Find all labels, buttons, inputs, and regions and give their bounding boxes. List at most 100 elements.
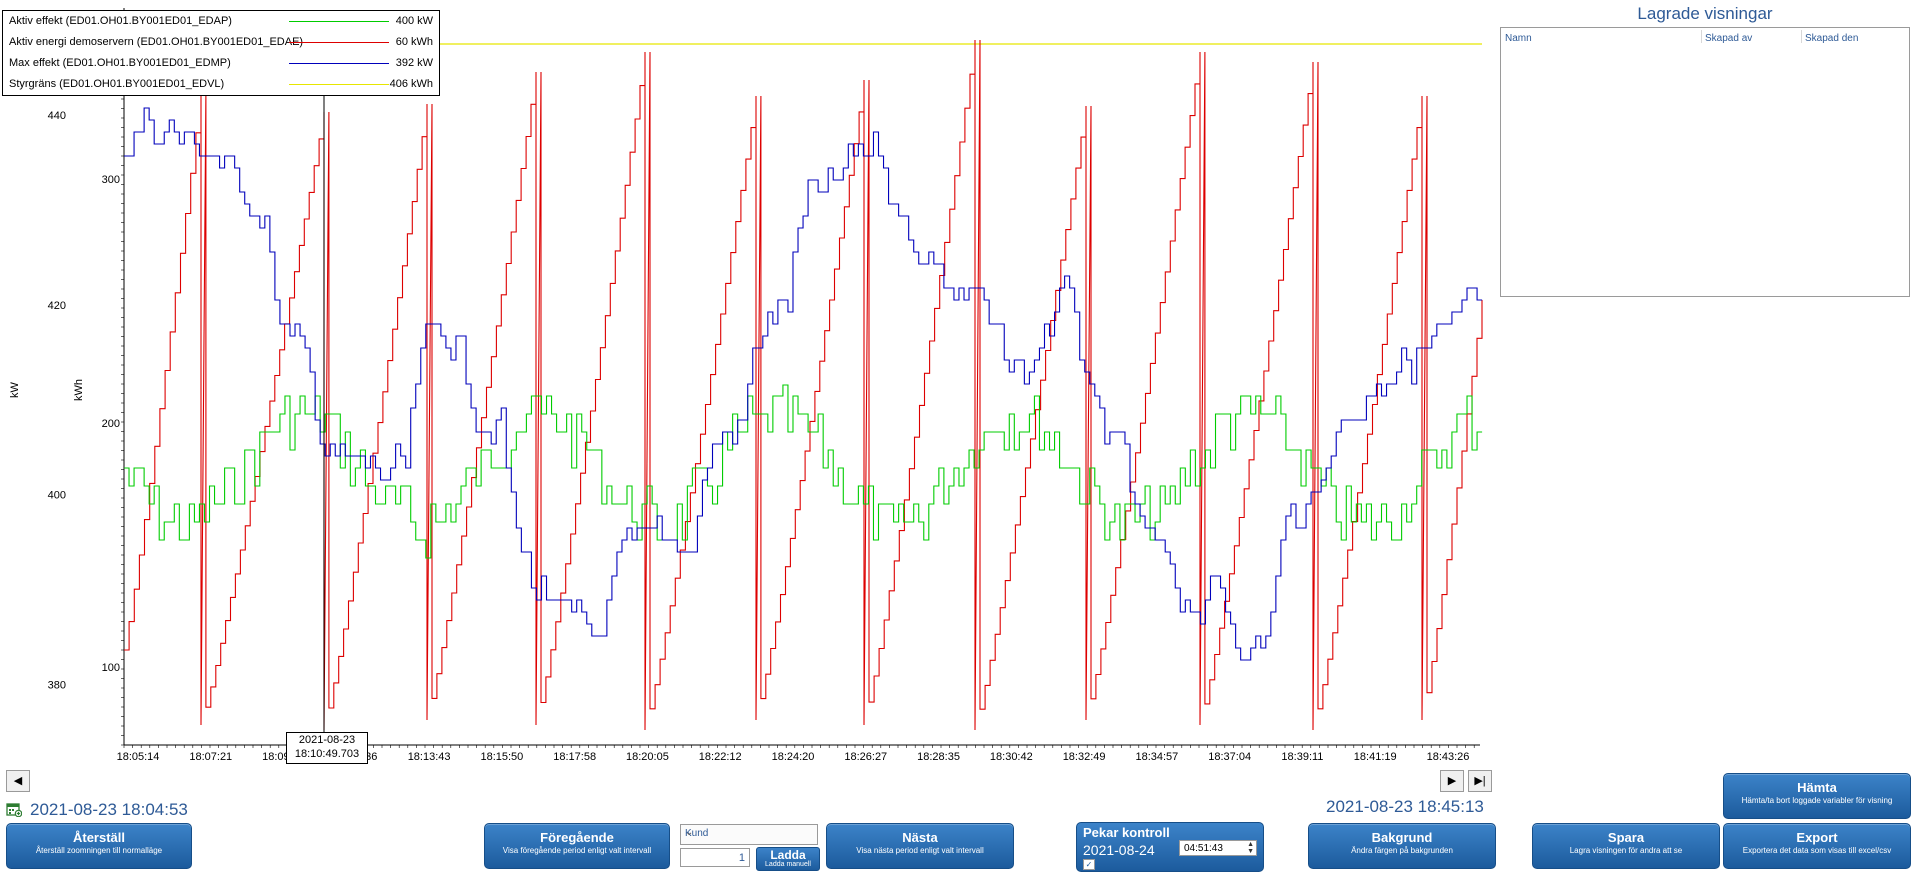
- interval-selected-value: Kund: [685, 828, 709, 839]
- scroll-right-button[interactable]: ▶: [1440, 770, 1464, 792]
- nasta-button[interactable]: Nästa Visa nästa period enligt valt inte…: [826, 823, 1014, 869]
- range-start-date: 2021-08-23 18:04:53: [30, 800, 188, 819]
- button-title: Hämta: [1797, 780, 1837, 795]
- legend-swatch: [289, 84, 389, 85]
- time-tick-label: 18:37:04: [1208, 751, 1251, 763]
- column-separator: [1801, 30, 1802, 43]
- button-subtitle: Lagra visningen för andra att se: [1569, 846, 1683, 855]
- column-skapad-den[interactable]: Skapad den: [1805, 33, 1859, 44]
- legend-name: Aktiv effekt (ED01.OH01.BY001ED01_EDAP): [9, 15, 232, 27]
- interval-count-input[interactable]: [680, 848, 750, 867]
- legend-item-aktiv-effekt: Aktiv effekt (ED01.OH01.BY001ED01_EDAP) …: [3, 11, 439, 32]
- column-namn[interactable]: Namn: [1505, 33, 1532, 44]
- pekar-date[interactable]: 2021-08-24: [1083, 842, 1155, 858]
- time-tick-label: 18:30:42: [990, 751, 1033, 763]
- button-title: Export: [1796, 830, 1838, 845]
- legend-item-max-effekt: Max effekt (ED01.OH01.BY001ED01_EDMP) 39…: [3, 53, 439, 74]
- bakgrund-button[interactable]: Bakgrund Ändra färgen på bakgrunden: [1308, 823, 1496, 869]
- kwh-tick-label: 300: [102, 174, 120, 186]
- arrow-right-icon: ▶: [1447, 775, 1457, 787]
- time-tick-label: 18:32:49: [1063, 751, 1106, 763]
- scroll-end-button[interactable]: ▶|: [1468, 770, 1492, 792]
- time-tick-label: 18:34:57: [1135, 751, 1178, 763]
- hamta-button[interactable]: Hämta Hämta/ta bort loggade variabler fö…: [1723, 773, 1911, 819]
- kw-tick-labels: 380 400 420 440: [48, 110, 66, 691]
- ladda-button[interactable]: Ladda Ladda manuell: [756, 847, 820, 871]
- time-tick-label: 18:39:11: [1281, 751, 1323, 763]
- kwh-tick-label: 200: [102, 418, 120, 430]
- legend-value: 400 kW: [395, 15, 433, 27]
- cursor-tooltip: 2021-08-23 18:10:49.703: [286, 732, 368, 764]
- series-max-effekt: [124, 107, 1483, 661]
- time-tick-label: 18:24:20: [772, 751, 815, 763]
- button-subtitle: Visa föregående period enligt valt inter…: [502, 846, 652, 855]
- time-tick-label: 18:26:27: [844, 751, 887, 763]
- legend-swatch: [289, 63, 389, 64]
- pekar-time-value: 04:51:43: [1184, 843, 1223, 854]
- button-title: Ladda: [770, 848, 806, 862]
- axis-label-kwh: kWh: [73, 379, 85, 401]
- button-title: Återställ: [72, 830, 126, 845]
- foregaende-button[interactable]: Föregående Visa föregående period enligt…: [484, 823, 670, 869]
- cursor-date: 2021-08-23: [298, 734, 356, 746]
- time-tick-label: 18:07:21: [189, 751, 232, 763]
- scroll-left-button[interactable]: ◀: [6, 770, 30, 792]
- kw-tick-label: 420: [48, 300, 66, 312]
- time-tick-label: 18:15:50: [480, 751, 523, 763]
- kw-tick-label: 400: [48, 490, 66, 502]
- pekar-time-input[interactable]: 04:51:43 ▲ ▼: [1179, 840, 1257, 856]
- column-separator: [1701, 30, 1702, 43]
- chevron-down-icon: ⌄: [685, 827, 694, 838]
- time-tick-label: 18:20:05: [626, 751, 669, 763]
- legend-value: 406 kWh: [389, 78, 433, 90]
- legend-value: 60 kWh: [395, 36, 433, 48]
- arrow-left-icon: ◀: [13, 775, 23, 787]
- kwh-tick-label: 100: [102, 662, 120, 674]
- aterstall-button[interactable]: Återställ Återställ zoomningen till norm…: [6, 823, 192, 869]
- interval-select[interactable]: Kund ⌄: [680, 824, 818, 845]
- time-tick-label: 18:41:19: [1354, 751, 1397, 763]
- column-skapad-av[interactable]: Skapad av: [1705, 33, 1753, 44]
- spinner-icon[interactable]: ▲ ▼: [1247, 841, 1254, 855]
- legend-swatch: [289, 42, 389, 43]
- calendar-icon: [6, 803, 22, 817]
- pekar-checkbox[interactable]: ✓: [1083, 859, 1095, 870]
- button-subtitle: Ändra färgen på bakgrunden: [1351, 846, 1453, 855]
- cursor-time: 18:10:49.703: [294, 748, 360, 760]
- button-title: Nästa: [902, 830, 938, 845]
- time-tick-label: 18:22:12: [699, 751, 742, 763]
- button-subtitle: Ladda manuell: [765, 861, 811, 868]
- button-subtitle: Exportera det data som visas till excel/…: [1742, 846, 1892, 855]
- pekar-title: Pekar kontroll: [1083, 825, 1170, 840]
- saved-views-list[interactable]: Namn Skapad av Skapad den: [1500, 27, 1910, 297]
- spara-button[interactable]: Spara Lagra visningen för andra att se: [1532, 823, 1720, 869]
- legend-value: 392 kW: [395, 57, 433, 69]
- axis-label-kw: kW: [9, 381, 21, 398]
- legend-name: Styrgräns (ED01.OH01.BY001ED01_EDVL): [9, 78, 225, 90]
- button-subtitle: Hämta/ta bort loggade variabler för visn…: [1741, 796, 1893, 805]
- legend-item-aktiv-energi: Aktiv energi demoservern (ED01.OH01.BY00…: [3, 32, 439, 53]
- legend-swatch: [289, 21, 389, 22]
- kwh-tick-labels: 100 200 300: [102, 174, 120, 674]
- button-title: Föregående: [540, 830, 614, 845]
- legend-name: Max effekt (ED01.OH01.BY001ED01_EDMP): [9, 57, 231, 69]
- time-tick-label: 18:28:35: [917, 751, 960, 763]
- series-aktiv-energi: [124, 39, 1483, 731]
- trend-chart[interactable]: kW kWh 380 400 420 440 100 200 300 18:05:14 18…: [0, 0, 1914, 780]
- legend-item-styrgrans: Styrgräns (ED01.OH01.BY001ED01_EDVL) 406…: [3, 74, 439, 95]
- series-aktiv-effekt: [124, 384, 1483, 559]
- time-tick-label: 18:13:43: [408, 751, 451, 763]
- time-tick-label: 18:43:26: [1427, 751, 1470, 763]
- button-title: Spara: [1607, 830, 1645, 845]
- pekar-kontroll-panel[interactable]: Pekar kontroll 2021-08-24 04:51:43 ▲ ▼ ✓: [1076, 822, 1264, 872]
- time-tick-label: 18:05:14: [117, 751, 160, 763]
- export-button[interactable]: Export Exportera det data som visas till…: [1723, 823, 1911, 869]
- kw-tick-label: 440: [48, 110, 66, 122]
- legend-name: Aktiv energi demoservern (ED01.OH01.BY00…: [9, 36, 304, 48]
- skip-end-icon: ▶|: [1474, 775, 1486, 787]
- button-subtitle: Återställ zoomningen till normalläge: [35, 846, 163, 855]
- chart-legend: Aktiv effekt (ED01.OH01.BY001ED01_EDAP) …: [2, 10, 440, 96]
- range-end-date: 2021-08-23 18:45:13: [1326, 797, 1484, 816]
- saved-views-header: Namn Skapad av Skapad den: [1501, 28, 1909, 46]
- time-tick-labels: 18:05:1418:07:2118:09:2818:11:3618:13:43…: [117, 751, 1470, 763]
